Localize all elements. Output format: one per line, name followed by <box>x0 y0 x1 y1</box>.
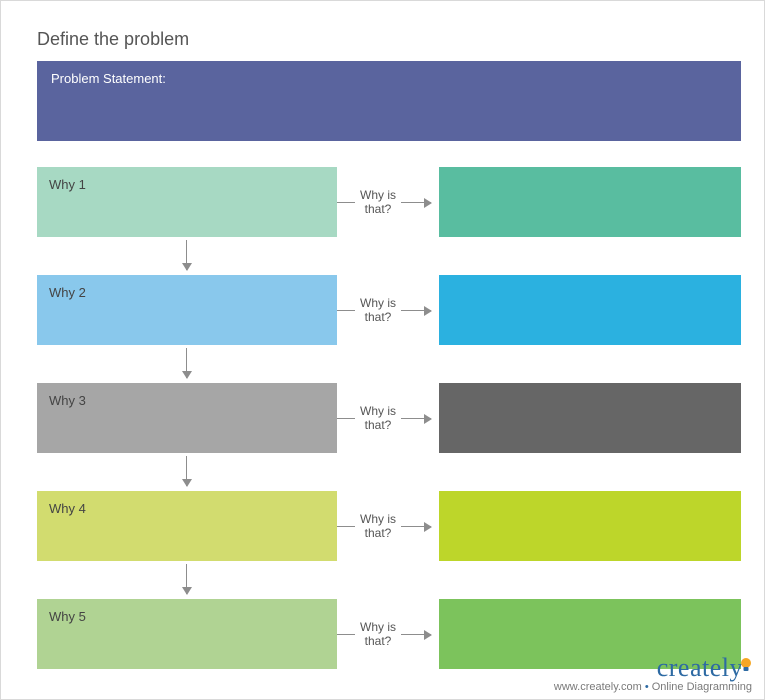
why-box-4: Why 4 <box>37 491 337 561</box>
brand-text-pre: create <box>657 653 722 682</box>
why-label: Why 1 <box>49 177 86 192</box>
arrow-down-1 <box>186 240 187 270</box>
brand-logo: creately <box>554 653 752 683</box>
why-box-2: Why 2 <box>37 275 337 345</box>
connector-label-4: Why isthat? <box>355 512 401 541</box>
why-box-1: Why 1 <box>37 167 337 237</box>
why-label: Why 3 <box>49 393 86 408</box>
why-label: Why 2 <box>49 285 86 300</box>
connector-label-1: Why isthat? <box>355 188 401 217</box>
why-label: Why 5 <box>49 609 86 624</box>
arrow-down-3 <box>186 456 187 486</box>
connector-label-3: Why isthat? <box>355 404 401 433</box>
page-title: Define the problem <box>37 29 189 50</box>
answer-box-1 <box>439 167 741 237</box>
problem-statement-label: Problem Statement: <box>51 71 166 86</box>
answer-box-4 <box>439 491 741 561</box>
why-box-5: Why 5 <box>37 599 337 669</box>
footer: createlywww.creately.com • Online Diagra… <box>554 653 752 693</box>
diagram-canvas: Define the problem Problem Statement: Why … <box>0 0 765 700</box>
footer-tagline: www.creately.com • Online Diagramming <box>554 681 752 693</box>
why-box-3: Why 3 <box>37 383 337 453</box>
arrow-down-2 <box>186 348 187 378</box>
problem-statement-box: Problem Statement: <box>37 61 741 141</box>
tagline-rest: Online Diagramming <box>652 681 752 693</box>
arrow-down-4 <box>186 564 187 594</box>
why-label: Why 4 <box>49 501 86 516</box>
connector-label-5: Why isthat? <box>355 620 401 649</box>
lightbulb-icon <box>740 651 752 681</box>
tagline-site: www.creately.com <box>554 681 642 693</box>
connector-label-2: Why isthat? <box>355 296 401 325</box>
answer-box-2 <box>439 275 741 345</box>
answer-box-3 <box>439 383 741 453</box>
